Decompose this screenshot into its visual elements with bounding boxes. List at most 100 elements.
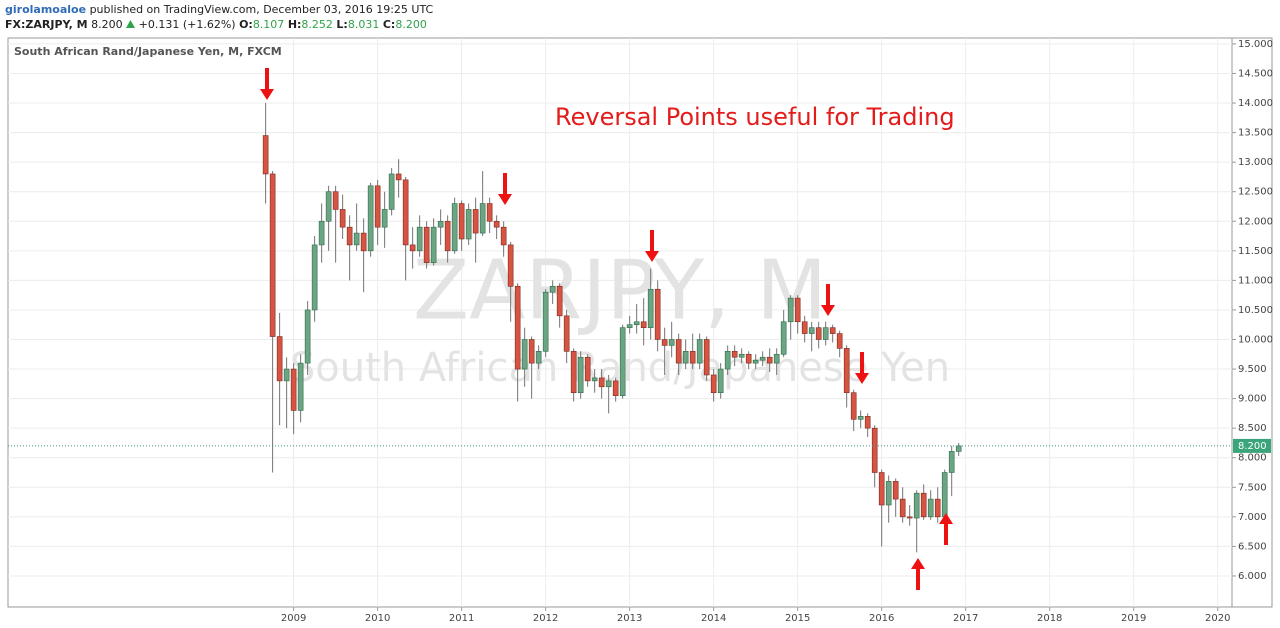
candle-body xyxy=(332,191,339,210)
ohlc-label: C: xyxy=(382,18,396,31)
y-tick-label: 10.000 xyxy=(1238,334,1273,345)
candle-body xyxy=(815,327,822,340)
candle-body xyxy=(927,498,934,518)
ohlc-value: 8.031 xyxy=(347,18,380,31)
y-tick-label: 15.000 xyxy=(1238,39,1273,50)
ohlc-label: O: xyxy=(239,18,253,31)
candle-body xyxy=(563,315,570,352)
candle-body xyxy=(780,321,787,355)
candle-body xyxy=(766,356,773,364)
candles xyxy=(8,103,1232,553)
candle-body xyxy=(304,309,311,364)
candle-body xyxy=(675,339,682,364)
candle-body xyxy=(451,203,458,252)
candle-body xyxy=(668,339,675,346)
candle-body xyxy=(717,368,724,394)
candle-body xyxy=(556,285,563,317)
candle-body xyxy=(906,516,913,519)
quote-line: FX:ZARJPY, M 8.200 +0.131 (+1.62%) O:8.1… xyxy=(5,17,433,32)
candle-body xyxy=(696,339,703,364)
candle-body xyxy=(787,297,794,323)
arrows xyxy=(260,68,953,590)
y-tick-label: 11.000 xyxy=(1238,275,1273,286)
candle-body xyxy=(941,472,948,518)
x-tick-label: 2019 xyxy=(1121,613,1146,624)
candle-body xyxy=(710,374,717,394)
ohlc: O:8.107 H:8.252 L:8.031 C:8.200 xyxy=(239,18,427,31)
candle-body xyxy=(437,220,444,228)
ohlc-value: 8.200 xyxy=(395,18,427,31)
candle-body xyxy=(892,481,899,500)
candle-body xyxy=(514,285,521,370)
down-arrow xyxy=(260,68,274,100)
y-tick-label: 6.000 xyxy=(1238,571,1267,582)
candle-body xyxy=(885,481,892,506)
candle-body xyxy=(276,336,283,382)
candle-body xyxy=(570,351,577,394)
x-tick-label: 2016 xyxy=(869,613,894,624)
x-tick-label: 2010 xyxy=(365,613,390,624)
candle-body xyxy=(528,339,535,364)
x-tick-label: 2017 xyxy=(953,613,978,624)
author[interactable]: girolamoaloe xyxy=(5,3,87,16)
candle-body xyxy=(472,209,479,234)
candle-body xyxy=(850,392,857,420)
candle-body xyxy=(731,351,738,358)
candle-body xyxy=(507,244,514,287)
candle-body xyxy=(703,339,710,376)
candle-body xyxy=(283,368,290,382)
candle-body xyxy=(661,339,668,346)
ohlc-label: H: xyxy=(287,18,302,31)
x-tick-label: 2014 xyxy=(701,613,726,624)
candle-body xyxy=(598,377,605,388)
candle-body xyxy=(367,185,374,252)
candle-body xyxy=(745,353,752,364)
y-tick-label: 10.500 xyxy=(1238,305,1273,316)
down-arrow xyxy=(498,173,512,205)
change: +0.131 (+1.62%) xyxy=(138,18,236,31)
candle-body xyxy=(374,185,381,228)
candle-body xyxy=(409,244,416,252)
candle-body xyxy=(822,327,829,340)
candle-body xyxy=(444,220,451,252)
candle-body xyxy=(794,297,801,323)
up-triangle xyxy=(126,20,136,28)
candle-body xyxy=(577,356,584,394)
candle-body xyxy=(605,380,612,388)
candle-body xyxy=(878,472,885,506)
labels: South African Rand/Japanese Yen, M, FXCM… xyxy=(14,39,1273,624)
x-tick-label: 2009 xyxy=(281,613,306,624)
candle-body xyxy=(423,226,430,263)
candle-body xyxy=(626,324,633,328)
candle-body xyxy=(360,232,367,252)
candle-body xyxy=(871,427,878,473)
down-arrow xyxy=(645,230,659,262)
y-tick-label: 9.000 xyxy=(1238,394,1267,405)
candle-body xyxy=(311,244,318,311)
candle-body xyxy=(773,353,780,364)
down-arrow xyxy=(855,352,869,384)
candle-body xyxy=(486,203,493,222)
candle-body xyxy=(381,209,388,228)
ohlc-label: L: xyxy=(336,18,348,31)
candle-body xyxy=(829,327,836,334)
candle-body xyxy=(640,321,647,328)
candle-body xyxy=(738,353,745,358)
candle-body xyxy=(955,445,962,452)
y-tick-label: 9.500 xyxy=(1238,364,1267,375)
candle-body xyxy=(612,380,619,396)
y-tick-label: 13.500 xyxy=(1238,128,1273,139)
candle-body xyxy=(297,362,304,411)
symbol: FX:ZARJPY, M xyxy=(5,18,88,31)
last-price-box xyxy=(1233,438,1271,453)
candle-body xyxy=(402,179,409,246)
candle-body xyxy=(934,498,941,518)
y-tick-label: 12.000 xyxy=(1238,216,1273,227)
y-tick-label: 13.000 xyxy=(1238,157,1273,168)
candle-body xyxy=(290,368,297,411)
last-price-label: 8.200 xyxy=(1238,441,1267,452)
x-tick-label: 2011 xyxy=(449,613,474,624)
candle-body xyxy=(395,173,402,181)
frame xyxy=(7,37,1273,608)
y-tick-label: 14.500 xyxy=(1238,68,1273,79)
